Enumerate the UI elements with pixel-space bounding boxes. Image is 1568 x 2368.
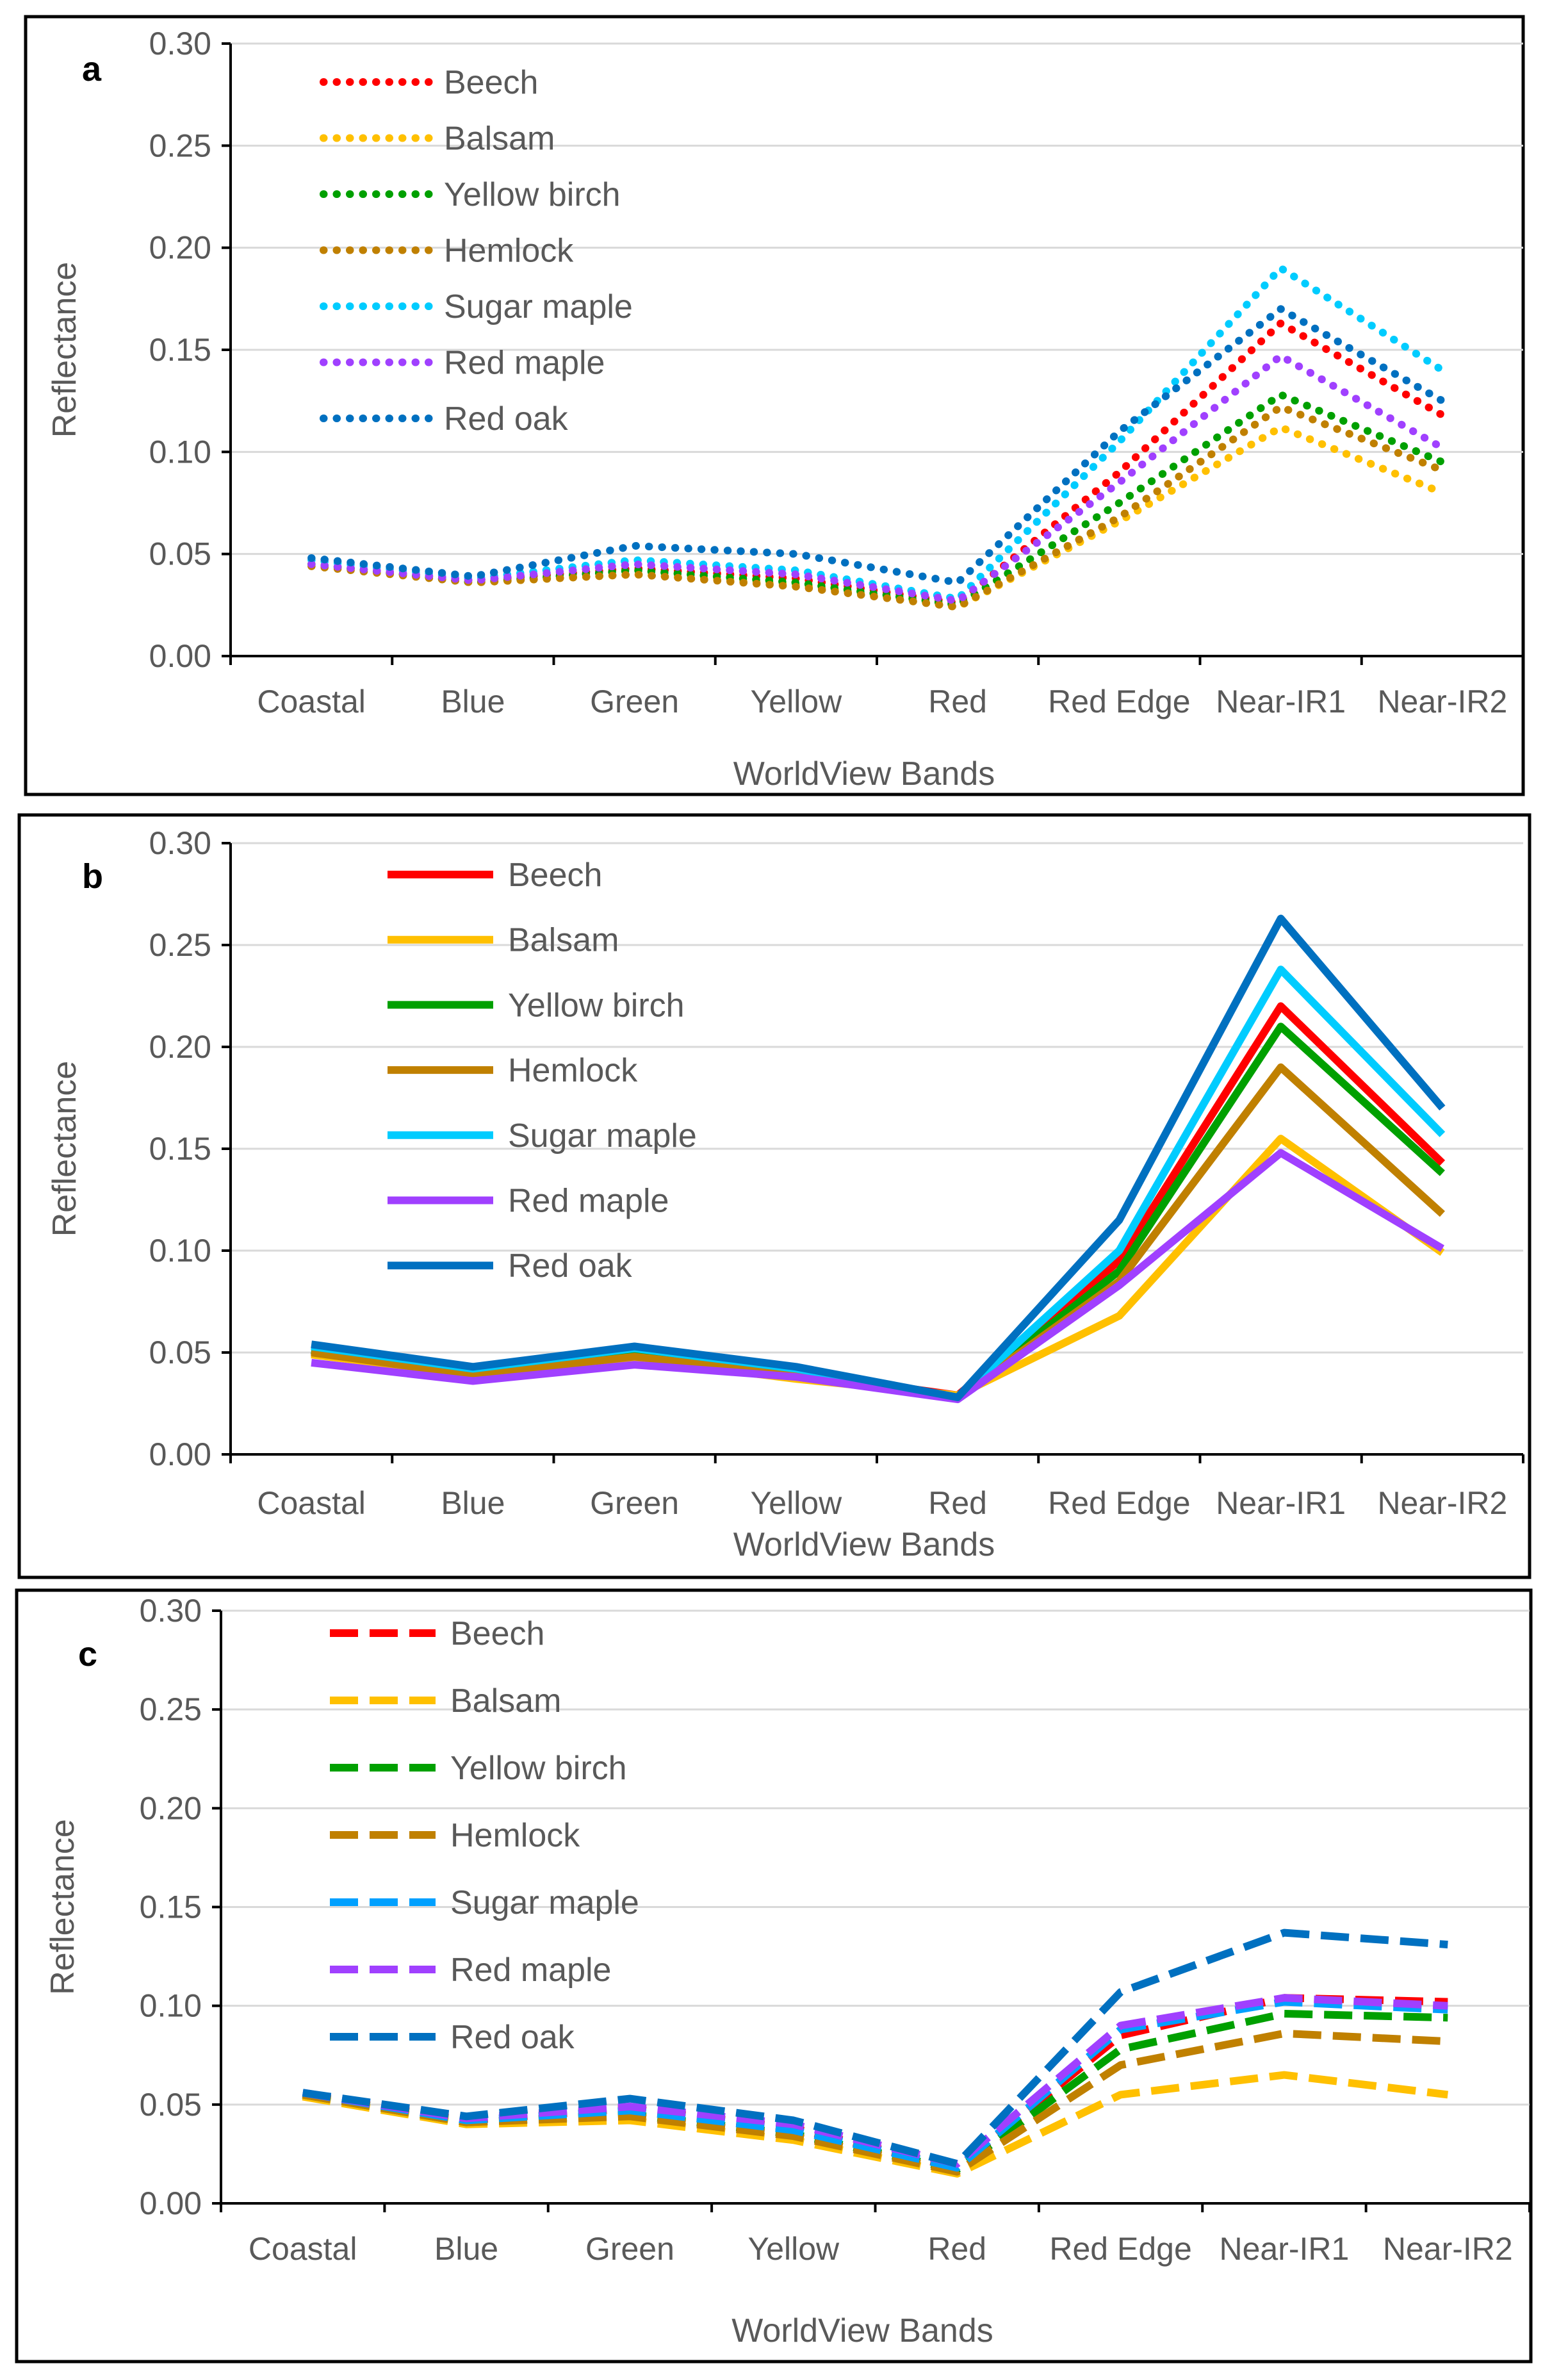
x-tick-label: Red	[927, 2231, 986, 2267]
x-tick-label: Red	[928, 1485, 987, 1521]
y-tick-label: 0.05	[149, 536, 211, 572]
x-tick-label: Yellow	[751, 684, 843, 719]
y-tick-label: 0.00	[149, 1436, 211, 1472]
x-tick-label: Near-IR2	[1377, 1485, 1507, 1521]
x-tick-label: Red Edge	[1049, 2231, 1191, 2267]
legend-label: Hemlock	[508, 1052, 638, 1089]
x-tick-label: Red Edge	[1048, 684, 1190, 719]
y-tick-label: 0.15	[140, 1889, 202, 1925]
legend-label: Red maple	[450, 1952, 611, 1989]
legend-label: Red maple	[508, 1183, 669, 1220]
x-tick-label: Near-IR1	[1216, 684, 1346, 719]
chart-panel-c: 0.00 0.05 0.10 0.15 0.20 0.25 0.30 Coastal Blue G…	[0, 1585, 1568, 2368]
y-tick-label: 0.00	[149, 638, 211, 674]
x-tick-label: Red	[928, 684, 987, 719]
x-tick-label: Green	[590, 684, 679, 719]
y-tick-label: 0.10	[149, 434, 211, 470]
legend-label: Red oak	[450, 2019, 575, 2056]
series-line-red-oak	[302, 1928, 1448, 2168]
legend-label: Sugar maple	[444, 288, 633, 325]
y-tick-label: 0.25	[149, 127, 211, 163]
y-tick-label: 0.00	[140, 2185, 202, 2221]
chart-panel-a: 0.00 0.05 0.10 0.15 0.20 0.25 0.30 Coastal Blue G…	[0, 0, 1568, 807]
x-tick-label: Coastal	[257, 1485, 366, 1521]
x-tick-label: Near-IR2	[1383, 2231, 1513, 2267]
legend-label: Balsam	[444, 120, 555, 158]
panel-letter: a	[82, 50, 102, 88]
legend-label: Red maple	[444, 345, 605, 382]
x-tick-label: Green	[590, 1485, 679, 1521]
panel-frame	[24, 15, 1525, 796]
legend-label: Balsam	[508, 922, 619, 959]
x-axis-title: WorldView Bands	[733, 755, 995, 793]
legend-label: Hemlock	[444, 233, 574, 270]
y-tick-label: 0.20	[149, 1029, 211, 1065]
y-tick-label: 0.05	[149, 1335, 211, 1370]
y-tick-label: 0.25	[149, 927, 211, 963]
x-tick-label: Red Edge	[1048, 1485, 1190, 1521]
x-tick-label: Green	[585, 2231, 674, 2267]
panel-frame	[15, 1588, 1533, 2364]
x-tick-label: Yellow	[747, 2231, 840, 2267]
x-tick-label: Near-IR2	[1377, 684, 1507, 719]
y-tick-label: 0.10	[149, 1233, 211, 1269]
y-tick-label: 0.15	[149, 332, 211, 368]
x-tick-label: Blue	[441, 1485, 505, 1521]
panel-letter: c	[78, 1635, 97, 1673]
chart-panel-b: 0.00 0.05 0.10 0.15 0.20 0.25 0.30 Coastal Blue G…	[0, 807, 1568, 1585]
legend-label: Sugar maple	[508, 1117, 697, 1155]
x-axis-title: WorldView Bands	[731, 2312, 993, 2349]
legend-label: Red oak	[444, 400, 569, 438]
series-line-red-maple	[311, 1149, 1444, 1404]
y-tick-label: 0.30	[149, 825, 211, 861]
series-line-hemlock	[302, 2029, 1448, 2176]
chart-svg-c: 0.00 0.05 0.10 0.15 0.20 0.25 0.30 Coastal Blue G…	[15, 1588, 1533, 2364]
y-axis-title: Reflectance	[44, 1819, 81, 1995]
series-line-red-oak	[311, 914, 1446, 1401]
x-tick-label: Coastal	[257, 684, 366, 719]
panel-letter: b	[82, 857, 103, 896]
y-tick-label: 0.25	[140, 1691, 202, 1727]
legend-label: Beech	[444, 64, 538, 101]
legend-label: Red oak	[508, 1247, 633, 1285]
legend-label: Hemlock	[450, 1817, 580, 1854]
series-line-hemlock	[311, 1063, 1445, 1401]
panel-frame	[17, 813, 1531, 1579]
x-tick-label: Near-IR1	[1216, 1485, 1346, 1521]
y-tick-label: 0.30	[149, 26, 211, 62]
y-tick-label: 0.30	[140, 1593, 202, 1629]
x-tick-label: Blue	[441, 684, 505, 719]
y-tick-label: 0.15	[149, 1131, 211, 1167]
series-line-hemlock	[307, 403, 1446, 611]
y-tick-label: 0.20	[140, 1790, 202, 1826]
y-axis-title: Reflectance	[46, 1061, 83, 1237]
y-axis-title: Reflectance	[46, 262, 83, 438]
series-line-red-maple	[307, 352, 1446, 605]
legend-label: Yellow birch	[450, 1750, 627, 1787]
y-tick-label: 0.10	[140, 1988, 202, 2024]
legend-label: Balsam	[450, 1682, 561, 1720]
chart-svg-a: 0.00 0.05 0.10 0.15 0.20 0.25 0.30 Coastal Blue G…	[24, 15, 1525, 796]
legend-label: Yellow birch	[508, 987, 685, 1024]
series-line-beech	[307, 319, 1446, 607]
legend-label: Beech	[450, 1615, 544, 1652]
y-tick-label: 0.05	[140, 2087, 202, 2123]
series-line-sugar-maple	[302, 1998, 1448, 2172]
chart-svg-b: 0.00 0.05 0.10 0.15 0.20 0.25 0.30 Coastal Blue G…	[17, 813, 1531, 1579]
legend-label: Beech	[508, 857, 602, 894]
x-axis-title: WorldView Bands	[733, 1526, 995, 1563]
legend-label: Yellow birch	[444, 176, 621, 213]
legend-label: Sugar maple	[450, 1884, 639, 1921]
x-tick-label: Near-IR1	[1220, 2231, 1350, 2267]
x-tick-label: Coastal	[249, 2231, 357, 2267]
x-tick-label: Yellow	[751, 1485, 843, 1521]
series-line-sugar-maple	[307, 264, 1446, 603]
y-tick-label: 0.20	[149, 230, 211, 266]
x-tick-label: Blue	[434, 2231, 498, 2267]
